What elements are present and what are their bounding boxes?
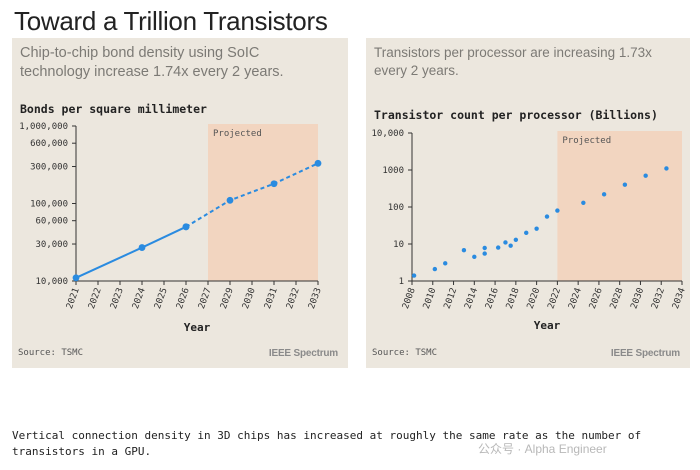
actual-series-line bbox=[75, 225, 187, 279]
data-point bbox=[138, 244, 146, 251]
projected-label: Projected bbox=[213, 129, 262, 139]
y-tick-label: 10,000 bbox=[35, 277, 68, 287]
x-tick-label: 2028 bbox=[609, 287, 626, 311]
y-tick-label: 600,000 bbox=[30, 139, 68, 149]
y-tick-label: 1000 bbox=[382, 166, 404, 176]
x-tick-label: 2032 bbox=[285, 287, 302, 311]
ieee-spectrum-logo: IEEE Spectrum bbox=[610, 348, 680, 359]
x-tick-label: 2018 bbox=[505, 287, 522, 311]
x-tick-label: 2014 bbox=[463, 287, 480, 311]
x-tick-label: 2020 bbox=[526, 287, 543, 311]
data-point bbox=[664, 166, 669, 171]
y-tick-label: 1,000,000 bbox=[19, 122, 68, 132]
chart-title: Bonds per square millimeter bbox=[20, 102, 207, 116]
watermark: 公众号 · Alpha Engineer bbox=[478, 442, 607, 456]
x-axis-title: Year bbox=[184, 321, 211, 334]
x-tick-label: 2032 bbox=[650, 287, 667, 311]
transistor-count-subtitle: Transistors per processor are increasing… bbox=[374, 44, 652, 80]
x-tick-label: 2012 bbox=[443, 287, 460, 311]
data-point bbox=[508, 243, 513, 248]
ieee-spectrum-logo: IEEE Spectrum bbox=[268, 348, 338, 359]
data-point bbox=[534, 226, 539, 231]
data-point bbox=[503, 240, 508, 245]
projected-region bbox=[208, 124, 318, 281]
projected-series-line bbox=[185, 162, 319, 228]
y-tick-label: 10 bbox=[393, 240, 404, 250]
data-point bbox=[472, 254, 477, 260]
subtitle-line: technology increase 1.74x every 2 years. bbox=[20, 64, 284, 80]
x-tick-label: 2022 bbox=[546, 287, 563, 311]
y-tick-label: 60,000 bbox=[35, 217, 68, 227]
data-point bbox=[270, 180, 278, 188]
y-tick-label: 100,000 bbox=[30, 200, 68, 210]
x-tick-label: 2024 bbox=[567, 287, 584, 311]
data-point bbox=[544, 214, 550, 219]
y-tick-label: 1 bbox=[399, 277, 404, 287]
y-tick-label: 300,000 bbox=[30, 163, 68, 173]
data-point bbox=[226, 196, 234, 204]
x-tick-label: 2026 bbox=[175, 287, 192, 311]
data-point bbox=[461, 247, 467, 253]
data-point bbox=[314, 159, 322, 167]
y-tick-label: 10,000 bbox=[371, 129, 404, 139]
y-tick-label: 100 bbox=[388, 203, 404, 213]
data-point bbox=[432, 266, 438, 272]
data-point bbox=[622, 182, 628, 187]
source-label: Source: TSMC bbox=[372, 348, 438, 358]
x-tick-label: 2016 bbox=[484, 287, 501, 311]
data-point bbox=[482, 251, 487, 256]
x-tick-label: 2023 bbox=[109, 287, 126, 311]
x-tick-label: 2024 bbox=[131, 287, 148, 311]
chart-title: Transistor count per processor (Billions… bbox=[374, 108, 658, 122]
x-tick-label: 2033 bbox=[307, 287, 324, 311]
x-tick-label: 2027 bbox=[197, 287, 214, 311]
bond-density-chart: Projected 1,000,000 600,000 300,000 100,000 6… bbox=[19, 122, 324, 334]
data-point bbox=[581, 200, 586, 205]
bond-density-panel: Chip-to-chip bond density using SoIC tec… bbox=[12, 38, 348, 368]
data-point bbox=[72, 274, 80, 282]
source-label: Source: TSMC bbox=[18, 348, 84, 358]
x-tick-label: 2010 bbox=[422, 287, 439, 311]
subtitle-line: every 2 years. bbox=[374, 63, 459, 78]
data-point bbox=[443, 261, 448, 266]
x-tick-label: 2025 bbox=[153, 287, 170, 311]
data-point bbox=[601, 192, 607, 197]
data-point bbox=[495, 245, 501, 250]
data-point bbox=[182, 223, 190, 231]
transistor-count-panel: Transistors per processor are increasing… bbox=[366, 38, 690, 368]
x-tick-label: 2031 bbox=[263, 287, 280, 311]
bond-density-subtitle: Chip-to-chip bond density using SoIC tec… bbox=[20, 44, 284, 82]
x-tick-label: 2030 bbox=[629, 287, 646, 311]
data-point bbox=[643, 173, 648, 178]
x-axis-title: Year bbox=[534, 319, 561, 332]
y-tick-label: 30,000 bbox=[35, 240, 68, 250]
data-point bbox=[513, 237, 519, 242]
x-tick-label: 2029 bbox=[219, 287, 236, 311]
data-point bbox=[555, 208, 560, 213]
page-title: Toward a Trillion Transistors bbox=[14, 6, 328, 36]
x-tick-label: 2026 bbox=[588, 287, 605, 311]
x-tick-label: 2008 bbox=[401, 287, 418, 311]
x-tick-label: 2021 bbox=[65, 287, 82, 311]
figure-caption: Vertical connection density in 3D chips … bbox=[12, 429, 642, 458]
x-tick-label: 2030 bbox=[241, 287, 258, 311]
projected-label: Projected bbox=[562, 136, 611, 146]
projected-region bbox=[557, 131, 682, 281]
data-point bbox=[524, 230, 529, 236]
data-point bbox=[482, 245, 487, 251]
subtitle-line: Chip-to-chip bond density using SoIC bbox=[20, 45, 260, 61]
data-point bbox=[411, 273, 417, 278]
x-tick-label: 2022 bbox=[87, 287, 104, 311]
x-tick-label: 2034 bbox=[671, 287, 688, 311]
subtitle-line: Transistors per processor are increasing… bbox=[374, 45, 652, 60]
